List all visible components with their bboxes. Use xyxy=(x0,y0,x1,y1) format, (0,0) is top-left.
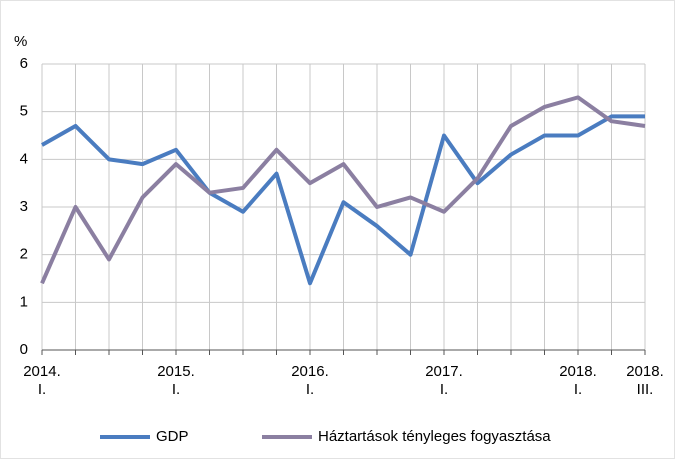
x-tick-label: 2016. I. xyxy=(291,363,329,398)
y-tick-label: 5 xyxy=(20,103,28,120)
y-tick-label: 4 xyxy=(20,150,28,167)
legend-label: Háztartások tényleges fogyasztása xyxy=(318,428,551,445)
y-tick-label: 3 xyxy=(20,198,28,215)
legend-label: GDP xyxy=(156,428,189,445)
x-tick-label: 2018. I. xyxy=(559,363,597,398)
y-axis-label: % xyxy=(14,33,27,50)
y-tick-label: 6 xyxy=(20,55,28,72)
x-tick-label: 2014. I. xyxy=(23,363,61,398)
line-series xyxy=(40,95,646,285)
y-tick-label: 2 xyxy=(20,246,28,263)
y-tick-label: 1 xyxy=(20,293,28,310)
x-tick-label: 2017. I. xyxy=(425,363,463,398)
x-tick-label: 2015. I. xyxy=(157,363,195,398)
line-series xyxy=(41,114,645,286)
x-tick-label: 2018. III. xyxy=(626,363,664,398)
y-tick-label: 0 xyxy=(20,341,28,358)
